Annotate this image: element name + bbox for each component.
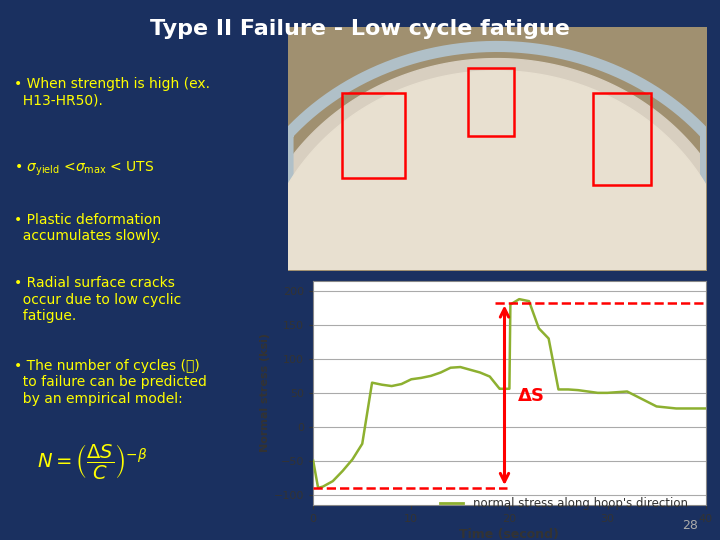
Bar [593,93,652,185]
Text: $\bf{\Delta S}$: $\bf{\Delta S}$ [517,387,545,405]
Text: • $\sigma_{\rm yield}$ <$\sigma_{\rm max}$ < UTS: • $\sigma_{\rm yield}$ <$\sigma_{\rm max… [14,160,155,178]
Text: Type II Failure - Low cycle fatigue: Type II Failure - Low cycle fatigue [150,19,570,39]
Text: 28: 28 [683,519,698,532]
Text: • The number of cycles (𝑁)
  to failure can be predicted
  by an empirical model: • The number of cycles (𝑁) to failure ca… [14,359,207,406]
Bar [467,68,513,137]
Legend: normal stress along hoop's direction: normal stress along hoop's direction [435,493,693,515]
Text: • Radial surface cracks
  occur due to low cyclic
  fatigue.: • Radial surface cracks occur due to low… [14,276,181,323]
X-axis label: Time (second): Time (second) [459,528,559,540]
Text: $N = \left(\dfrac{\Delta S}{C}\right)^{-\beta}$: $N = \left(\dfrac{\Delta S}{C}\right)^{-… [37,442,148,481]
Y-axis label: Normal stress (ksi): Normal stress (ksi) [260,333,269,453]
Text: • When strength is high (ex.
  H13-HR50).: • When strength is high (ex. H13-HR50). [14,77,210,107]
Bar [342,92,405,178]
Text: • Plastic deformation
  accumulates slowly.: • Plastic deformation accumulates slowly… [14,213,161,244]
Polygon shape [288,71,706,270]
Polygon shape [288,59,706,270]
